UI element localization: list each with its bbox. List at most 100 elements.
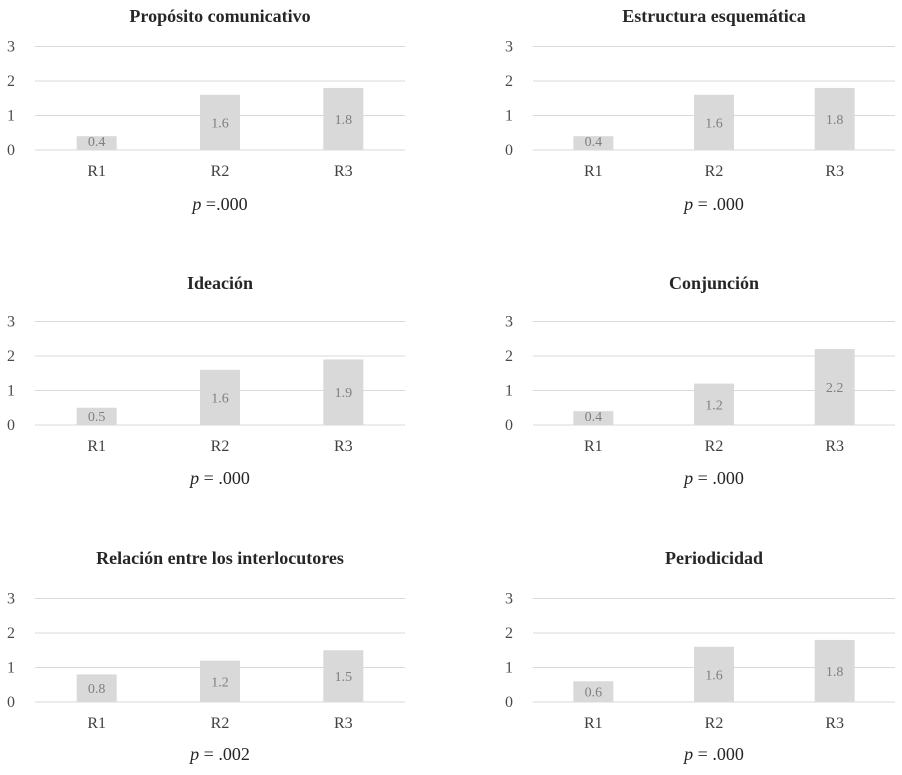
chart-panel-1: Propósito comunicativo 0 1 2 3 0.4 R1 1.6 R2 1.8 R… [7, 6, 405, 214]
chart-title: Propósito comunicativo [129, 6, 310, 26]
y-tick-label: 2 [7, 348, 15, 365]
data-label: 1.6 [705, 116, 723, 131]
x-tick-label: R2 [705, 438, 724, 455]
data-label: 1.5 [335, 670, 353, 685]
x-tick-label: R2 [705, 163, 724, 180]
y-tick-label: 1 [7, 660, 15, 677]
y-tick-label: 2 [505, 625, 513, 642]
data-label: 0.4 [585, 410, 603, 425]
data-label: 1.8 [826, 113, 844, 128]
x-tick-label: R1 [584, 438, 603, 455]
bar-r2 [694, 94, 734, 150]
bar-r1 [573, 136, 614, 150]
p-value: = .002 [199, 744, 250, 764]
bar-r1 [76, 136, 117, 150]
bar-r3 [814, 87, 855, 150]
chart-title: Conjunción [669, 273, 759, 293]
bar-r1 [76, 407, 117, 425]
p-value-annotation: p = .000 [682, 468, 744, 488]
y-tick-label: 3 [7, 39, 15, 56]
y-tick-label: 1 [505, 108, 513, 125]
y-tick-label: 2 [505, 348, 513, 365]
y-tick-label: 3 [505, 39, 513, 56]
p-value: = .000 [693, 194, 744, 214]
p-value-annotation: p = .002 [188, 744, 250, 764]
bar-r2 [200, 369, 240, 425]
y-tick-label: 0 [505, 417, 513, 434]
bar-r2 [200, 660, 240, 702]
x-tick-label: R1 [584, 163, 603, 180]
y-tick-label: 3 [7, 591, 15, 608]
data-label: 0.6 [585, 686, 603, 701]
chart-title: Periodicidad [665, 548, 763, 568]
x-tick-label: R3 [825, 163, 844, 180]
p-value-annotation: p = .000 [682, 194, 744, 214]
bar-r3 [323, 359, 364, 425]
chart-title: Relación entre los interlocutores [96, 548, 344, 568]
x-tick-label: R1 [87, 163, 106, 180]
x-tick-label: R3 [334, 438, 353, 455]
y-tick-label: 1 [7, 108, 15, 125]
y-tick-label: 2 [7, 625, 15, 642]
p-value: =.000 [201, 194, 247, 214]
y-tick-label: 0 [7, 694, 15, 711]
y-tick-label: 0 [505, 694, 513, 711]
data-label: 1.6 [211, 116, 229, 131]
x-tick-label: R3 [825, 438, 844, 455]
y-tick-label: 3 [505, 591, 513, 608]
y-tick-label: 1 [505, 383, 513, 400]
p-value: = .000 [199, 468, 250, 488]
chart-title: Ideación [187, 273, 253, 293]
chart-panel-2: Estructura esquemática 0 1 2 3 0.4 R1 1.6 R2 1.8 R… [505, 6, 895, 214]
p-symbol: p [188, 468, 199, 488]
chart-panel-4: Conjunción 0 1 2 3 0.4 R1 1.2 R2 2.2 R3 p = .000 [505, 273, 895, 488]
y-tick-label: 3 [7, 314, 15, 331]
x-tick-label: R1 [87, 438, 106, 455]
data-label: 0.5 [88, 410, 106, 425]
x-tick-label: R1 [584, 715, 603, 732]
data-label: 1.2 [211, 675, 229, 690]
data-label: 2.2 [826, 381, 844, 396]
bar-r1 [76, 674, 117, 702]
x-tick-label: R2 [211, 438, 230, 455]
data-label: 1.6 [211, 391, 229, 406]
y-tick-label: 0 [505, 142, 513, 159]
bar-r1 [573, 411, 614, 425]
x-tick-label: R2 [705, 715, 724, 732]
chart-panel-6: Periodicidad 0 1 2 3 0.6 R1 1.6 R2 1.8 R3 p = .000 [505, 548, 895, 764]
x-tick-label: R1 [87, 715, 106, 732]
bar-r3 [814, 639, 855, 702]
y-tick-label: 0 [7, 142, 15, 159]
bar-r3 [323, 87, 364, 150]
y-tick-label: 2 [7, 73, 15, 90]
p-value-annotation: p = .000 [188, 468, 250, 488]
bar-r2 [200, 94, 240, 150]
bar-r1 [573, 681, 614, 702]
data-label: 0.4 [585, 135, 603, 150]
bar-r2 [694, 383, 734, 425]
p-value-annotation: p = .000 [682, 744, 744, 764]
data-label: 0.8 [88, 682, 106, 697]
p-symbol: p [682, 468, 693, 488]
chart-panel-5: Relación entre los interlocutores 0 1 2 3 0.8… [7, 548, 405, 764]
x-tick-label: R2 [211, 715, 230, 732]
bar-r3 [814, 349, 855, 425]
data-label: 1.2 [705, 398, 723, 413]
data-label: 1.9 [335, 386, 353, 401]
bar-r3 [323, 650, 364, 702]
p-symbol: p [188, 744, 199, 764]
p-symbol: p [190, 194, 201, 214]
y-tick-label: 0 [7, 417, 15, 434]
p-value-annotation: p =.000 [190, 194, 247, 214]
bar-r2 [694, 646, 734, 702]
x-tick-label: R3 [334, 715, 353, 732]
x-tick-label: R3 [334, 163, 353, 180]
p-symbol: p [682, 744, 693, 764]
x-tick-label: R2 [211, 163, 230, 180]
data-label: 1.6 [705, 668, 723, 683]
chart-panel-3: Ideación 0 1 2 3 0.5 R1 1.6 R2 1.9 R3 p = .000 [7, 273, 405, 488]
data-label: 1.8 [826, 665, 844, 680]
y-tick-label: 2 [505, 73, 513, 90]
